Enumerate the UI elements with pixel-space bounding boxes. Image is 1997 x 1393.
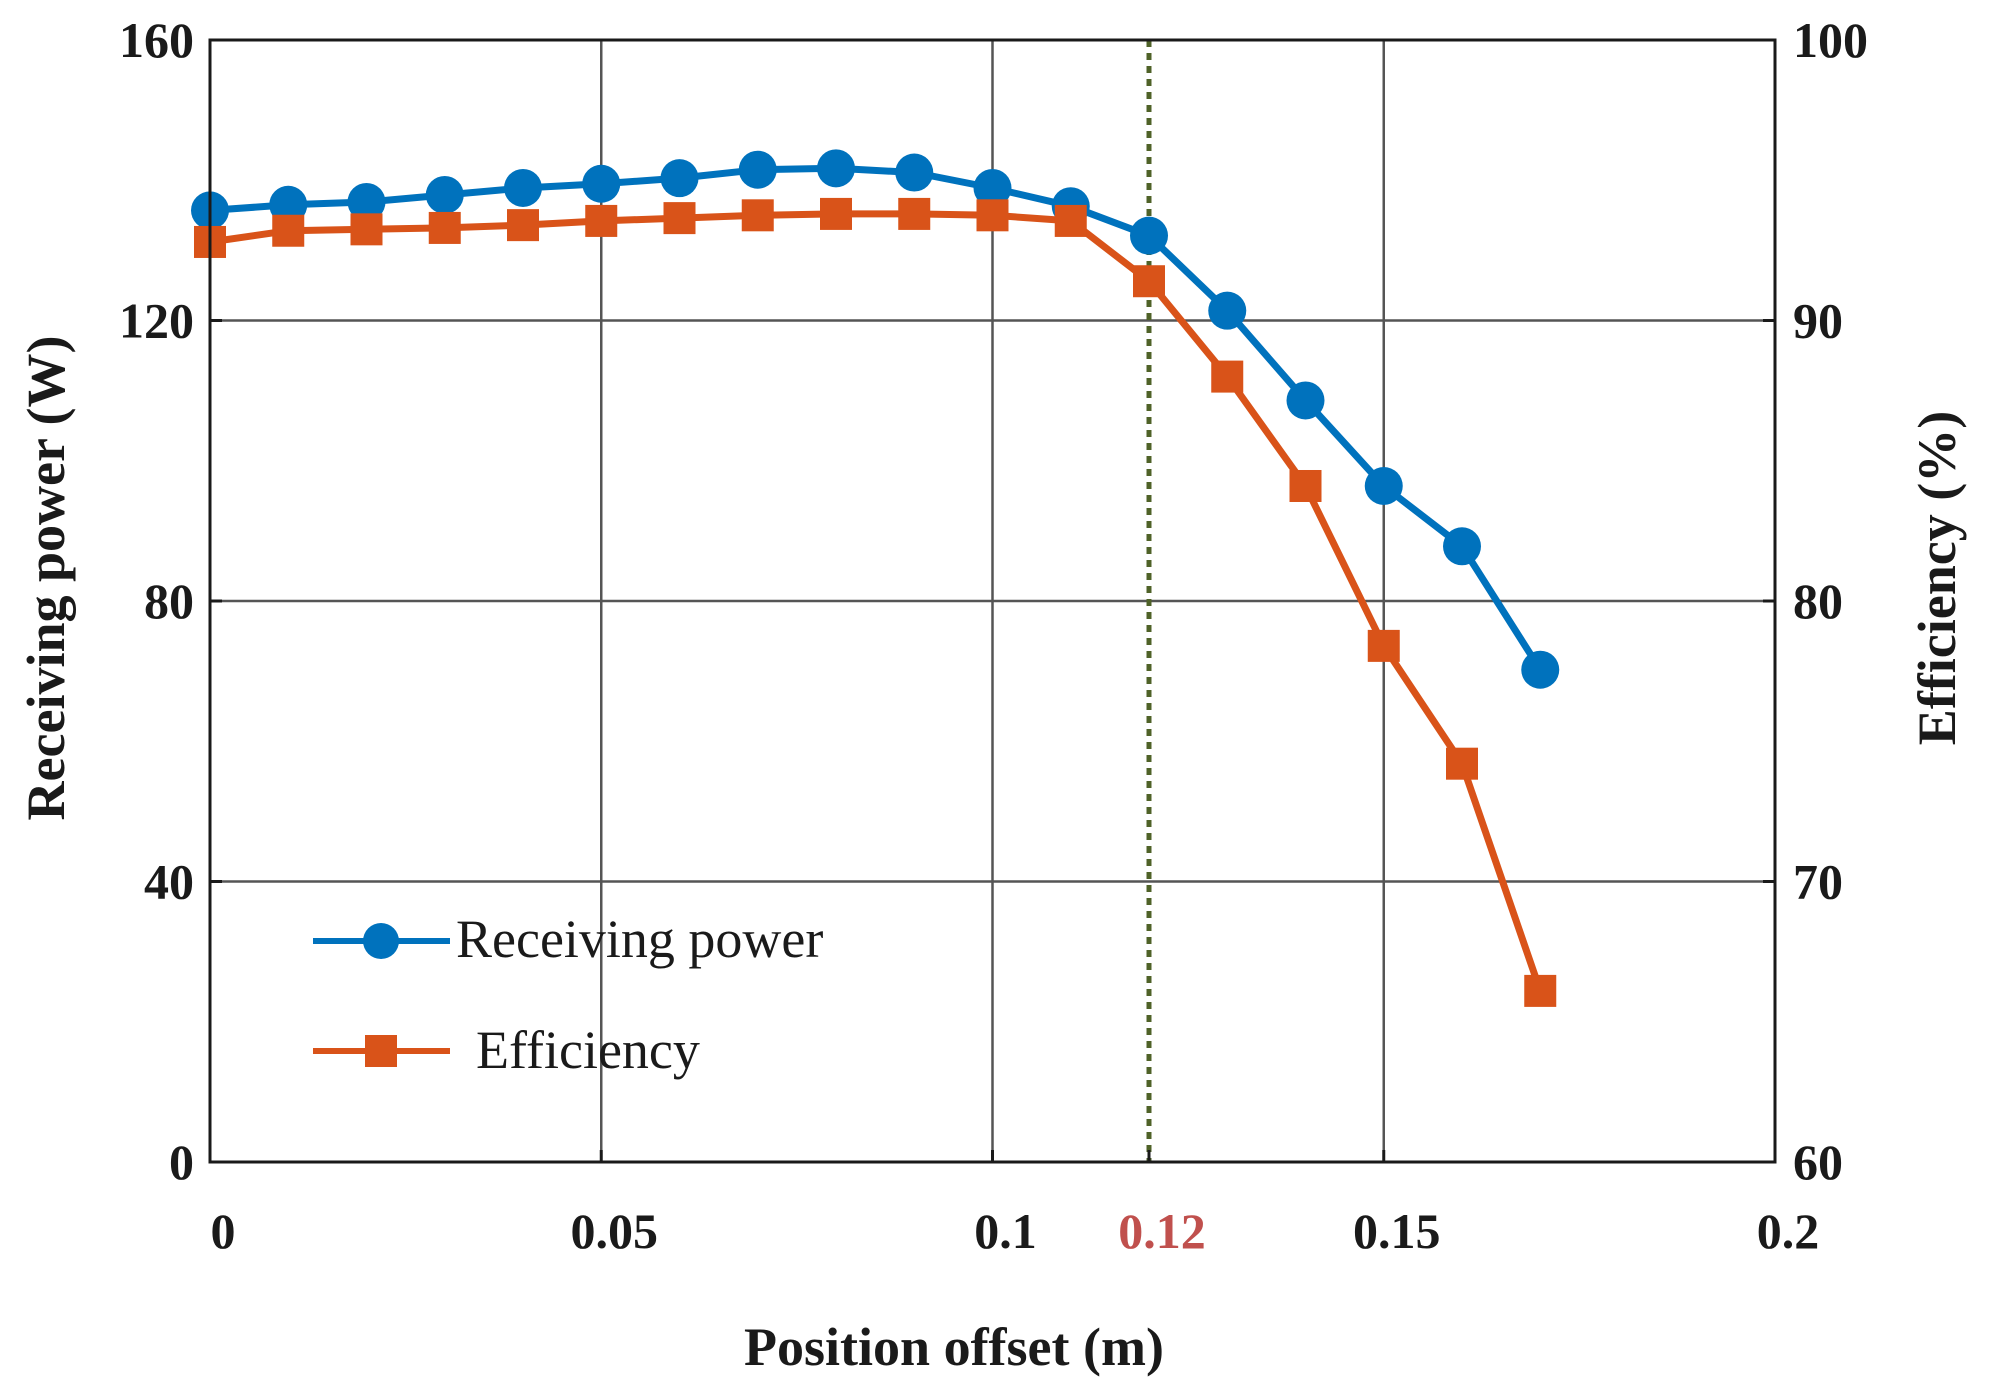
data-point-receiving-power — [1208, 291, 1247, 330]
y-left-tick-label: 120 — [119, 293, 194, 349]
y-left-tick-label: 0 — [169, 1134, 194, 1190]
data-point-efficiency — [1524, 974, 1557, 1007]
y-right-tick-label: 70 — [1793, 854, 1843, 910]
data-point-receiving-power — [738, 150, 777, 189]
y-right-tick-label: 100 — [1793, 12, 1868, 68]
y-left-tick-label: 40 — [144, 854, 194, 910]
data-point-receiving-power — [973, 168, 1012, 207]
y-axis-right-label: Efficiency (%) — [1907, 411, 1967, 745]
y-right-tick-label: 80 — [1793, 573, 1843, 629]
data-point-efficiency — [1289, 469, 1322, 502]
data-point-receiving-power — [1364, 466, 1403, 505]
x-axis-label: Position offset (m) — [744, 1317, 1164, 1377]
x-tick-label: 0.2 — [1757, 1203, 1820, 1259]
data-point-receiving-power — [1286, 381, 1325, 420]
legend-marker-receiving-power — [363, 923, 399, 959]
x-tick-label: 0.12 — [1118, 1203, 1206, 1259]
data-point-receiving-power — [1521, 650, 1560, 689]
series-line-efficiency — [209, 210, 1544, 993]
data-point-efficiency — [898, 197, 931, 230]
data-point-efficiency — [585, 204, 618, 237]
axis-ticks: 0 0.05 0.1 0.12 0.15 0.2 0 40 80 120 160 60 70 80 90 10… — [119, 12, 1868, 1259]
x-tick-label: 0.15 — [1353, 1203, 1441, 1259]
y-left-tick-label: 80 — [144, 573, 194, 629]
data-point-receiving-power — [425, 175, 464, 214]
data-point-efficiency — [428, 211, 461, 244]
data-point-efficiency — [1446, 747, 1478, 780]
data-point-efficiency — [976, 199, 1009, 232]
data-point-efficiency — [663, 202, 696, 235]
data-point-efficiency — [741, 199, 774, 232]
data-point-receiving-power — [504, 168, 542, 207]
data-point-receiving-power — [817, 149, 855, 188]
data-point-efficiency — [1133, 265, 1165, 298]
legend-label-efficiency: Efficiency — [476, 1020, 700, 1080]
data-point-efficiency — [507, 209, 539, 242]
data-point-efficiency — [1211, 360, 1244, 393]
x-tick-label: 0.05 — [571, 1203, 659, 1259]
legend-label-receiving-power: Receiving power — [456, 909, 823, 969]
series-line-receiving-power — [209, 164, 1544, 672]
legend-marker-efficiency — [365, 1035, 397, 1067]
data-point-receiving-power — [347, 182, 386, 221]
legend: Receiving power Efficiency — [313, 909, 823, 1080]
data-point-receiving-power — [269, 185, 308, 224]
data-point-efficiency — [1054, 204, 1087, 237]
x-tick-label: 0 — [211, 1203, 236, 1259]
data-point-receiving-power — [582, 164, 621, 203]
data-point-receiving-power — [1443, 527, 1481, 566]
data-point-receiving-power — [1130, 216, 1168, 255]
data-point-efficiency — [350, 213, 383, 246]
y-right-tick-label: 60 — [1793, 1134, 1843, 1190]
data-point-efficiency — [272, 214, 305, 247]
x-tick-label: 0.1 — [974, 1203, 1037, 1259]
data-point-efficiency — [1367, 629, 1400, 662]
data-point-receiving-power — [660, 159, 699, 198]
series-group — [191, 149, 1560, 1007]
y-axis-left-label: Receiving power (W) — [16, 336, 76, 821]
data-point-receiving-power — [895, 153, 934, 192]
y-left-tick-label: 160 — [119, 12, 194, 68]
data-point-efficiency — [820, 197, 852, 230]
y-right-tick-label: 90 — [1793, 293, 1843, 349]
